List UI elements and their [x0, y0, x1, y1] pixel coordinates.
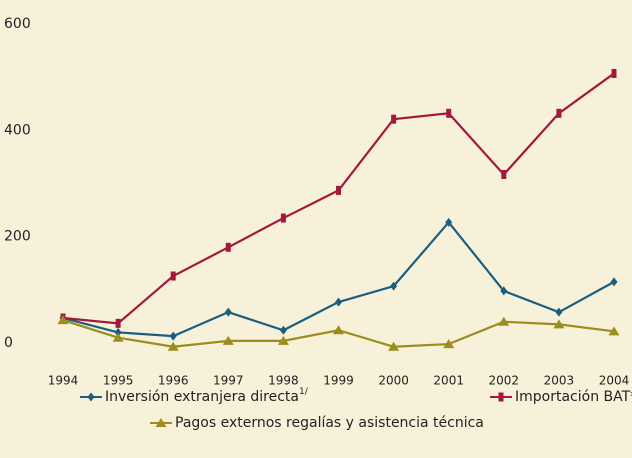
legend-label: Pagos externos regalías y asistencia téc… — [175, 415, 484, 431]
point — [280, 213, 286, 223]
y-tick-label: 0 — [4, 335, 13, 351]
point — [391, 114, 397, 124]
point — [500, 286, 508, 296]
point — [388, 341, 400, 351]
point — [277, 335, 289, 345]
x-tick-label: 2001 — [433, 374, 464, 388]
legend-label: Inversión extranjera directa1/ — [105, 387, 309, 406]
legend-marker — [155, 418, 167, 427]
point — [498, 316, 510, 326]
legend-text: Inversión extranjera directa — [105, 389, 299, 405]
legend-text: Importación BAT* — [515, 389, 632, 405]
point — [112, 332, 124, 342]
legend-label: Importación BAT* — [515, 389, 632, 405]
point — [114, 327, 122, 337]
point — [443, 339, 455, 349]
point — [225, 242, 231, 252]
point — [611, 68, 617, 78]
point — [446, 108, 452, 118]
x-tick-label: 2000 — [378, 374, 409, 388]
point — [553, 319, 565, 329]
point — [501, 169, 507, 179]
point — [333, 325, 344, 335]
y-tick-label: 400 — [4, 122, 31, 138]
point — [279, 325, 287, 335]
point — [170, 271, 176, 281]
legend-marker — [87, 392, 95, 402]
x-tick-label: 1998 — [268, 374, 299, 388]
point — [222, 335, 234, 345]
x-tick-label: 1994 — [48, 374, 79, 388]
x-tick-label: 1995 — [103, 374, 134, 388]
x-tick-label: 2004 — [599, 374, 630, 388]
point — [115, 318, 121, 328]
point — [555, 307, 563, 317]
x-tick-label: 2003 — [544, 374, 575, 388]
legend-marker — [498, 392, 504, 402]
legend-note: 1/ — [299, 387, 309, 397]
legend-text: Pagos externos regalías y asistencia téc… — [175, 415, 484, 431]
point — [390, 281, 398, 291]
point — [608, 326, 620, 336]
point — [556, 108, 562, 118]
point — [336, 185, 341, 195]
point — [224, 307, 232, 317]
y-tick-label: 600 — [4, 16, 31, 32]
x-tick-label: 1997 — [213, 374, 244, 388]
x-tick-label: 1999 — [323, 374, 354, 388]
point — [445, 217, 453, 227]
point — [335, 297, 342, 307]
series-line — [62, 220, 615, 338]
y-tick-label: 200 — [4, 229, 31, 245]
x-tick-label: 1996 — [158, 374, 189, 388]
point — [610, 277, 618, 287]
x-tick-label: 2002 — [489, 374, 520, 388]
point — [169, 331, 177, 341]
point — [167, 341, 179, 351]
series-line — [62, 72, 615, 325]
point — [57, 315, 69, 325]
